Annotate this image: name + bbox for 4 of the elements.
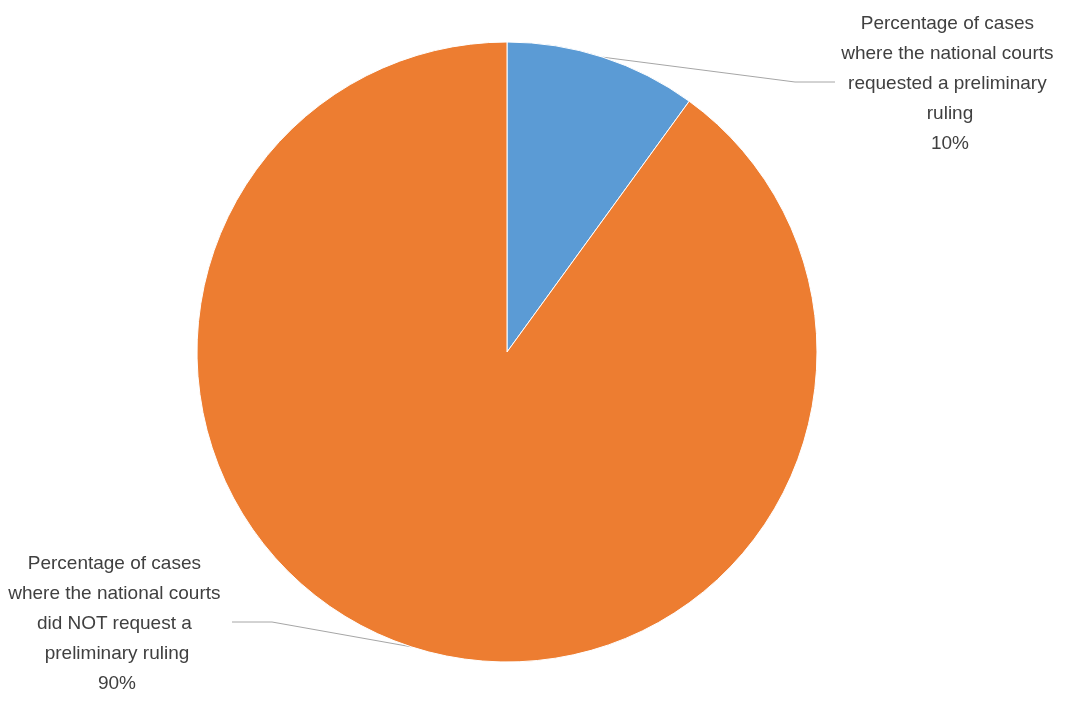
slice-label: Percentage of cases where the national courts did NOT request a preliminary ruling [7,551,226,663]
data-label: 90% [97,671,137,693]
data-label: 10% [930,131,970,153]
slice-label: Percentage of cases where the national courts requested a preliminary ruling [840,11,1059,123]
